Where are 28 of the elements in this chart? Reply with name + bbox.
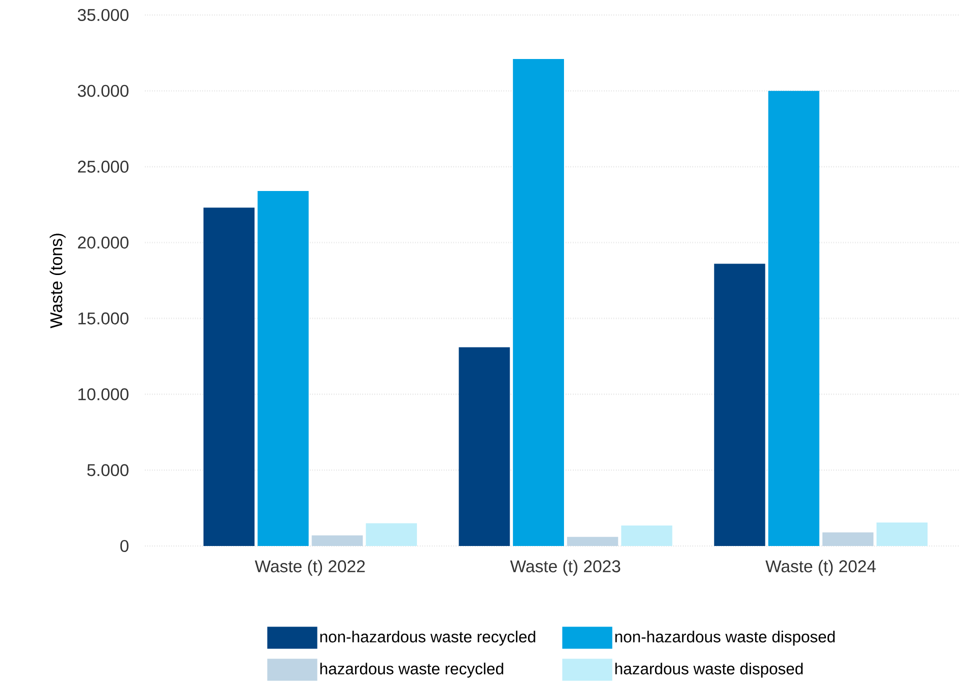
- bar: [768, 90, 820, 546]
- bar: [458, 347, 510, 546]
- bar: [312, 535, 363, 546]
- bar: [567, 536, 618, 546]
- bar: [512, 58, 564, 546]
- x-tick-label: Waste (t) 2023: [510, 560, 620, 576]
- x-tick-label: Waste (t) 2024: [766, 560, 876, 576]
- bar: [876, 522, 928, 546]
- y-tick-label: 0: [120, 540, 128, 552]
- y-axis-title: Waste (tons): [50, 234, 66, 328]
- legend-label: non-hazardous waste recycled: [320, 630, 536, 646]
- x-tick-label: Waste (t) 2022: [254, 560, 365, 576]
- y-tick-label: 30.000: [78, 84, 128, 97]
- bar: [258, 190, 309, 546]
- y-tick-label: 10.000: [78, 388, 128, 400]
- y-tick-label: 15.000: [78, 312, 128, 324]
- y-tick-label: 25.000: [78, 160, 128, 173]
- y-tick-label: 5.000: [87, 464, 128, 476]
- bar: [366, 523, 417, 546]
- bar: [714, 264, 766, 546]
- legend-label: hazardous waste recycled: [320, 662, 504, 678]
- y-tick-label: 35.000: [78, 8, 128, 22]
- bar: [822, 532, 874, 546]
- bar: [621, 526, 672, 546]
- legend-label: non-hazardous waste disposed: [615, 630, 835, 646]
- legend-label: hazardous waste disposed: [615, 662, 803, 678]
- y-tick-label: 20.000: [78, 236, 128, 249]
- bar: [203, 208, 255, 546]
